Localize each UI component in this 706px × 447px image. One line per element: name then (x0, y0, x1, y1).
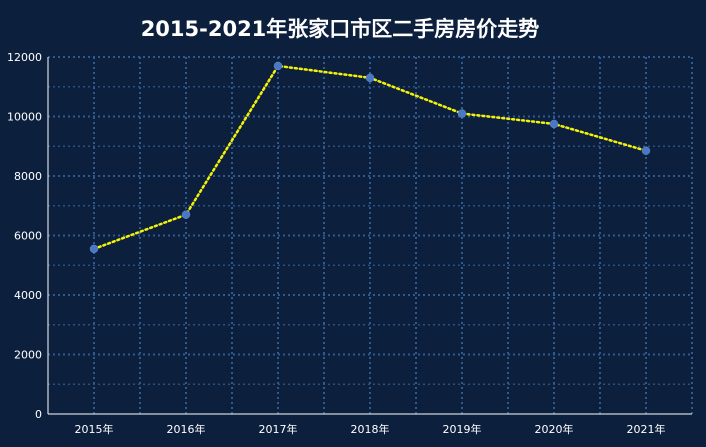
grid-layer (48, 56, 693, 414)
chart-title: 2015-2021年张家口市区二手房房价走势 (141, 17, 540, 41)
x-tick-label: 2015年 (75, 422, 114, 436)
y-tick-label: 4000 (14, 289, 42, 302)
x-tick-label: 2021年 (627, 422, 666, 436)
x-tick-label: 2017年 (259, 422, 298, 436)
x-tick-label: 2016年 (167, 422, 206, 436)
data-point (89, 244, 99, 254)
data-point (273, 61, 283, 71)
label-layer: 0 2000 4000 6000 8000 10000 12000 2015年 2016年 201… (7, 51, 666, 436)
data-point (641, 146, 651, 155)
y-tick-label: 8000 (14, 170, 42, 183)
y-tick-label: 12000 (7, 51, 42, 64)
axis-layer (47, 57, 692, 415)
x-tick-label: 2018年 (351, 422, 390, 436)
y-tick-label: 6000 (14, 230, 42, 243)
x-tick-label: 2019年 (443, 422, 482, 436)
y-tick-label: 10000 (7, 111, 42, 124)
y-tick-label: 0 (35, 408, 42, 421)
data-point (549, 119, 559, 129)
series-layer (89, 61, 651, 254)
data-point (457, 109, 467, 118)
data-point (181, 210, 191, 219)
y-tick-label: 2000 (14, 349, 42, 362)
data-point (365, 73, 375, 83)
x-tick-label: 2020年 (535, 422, 574, 436)
